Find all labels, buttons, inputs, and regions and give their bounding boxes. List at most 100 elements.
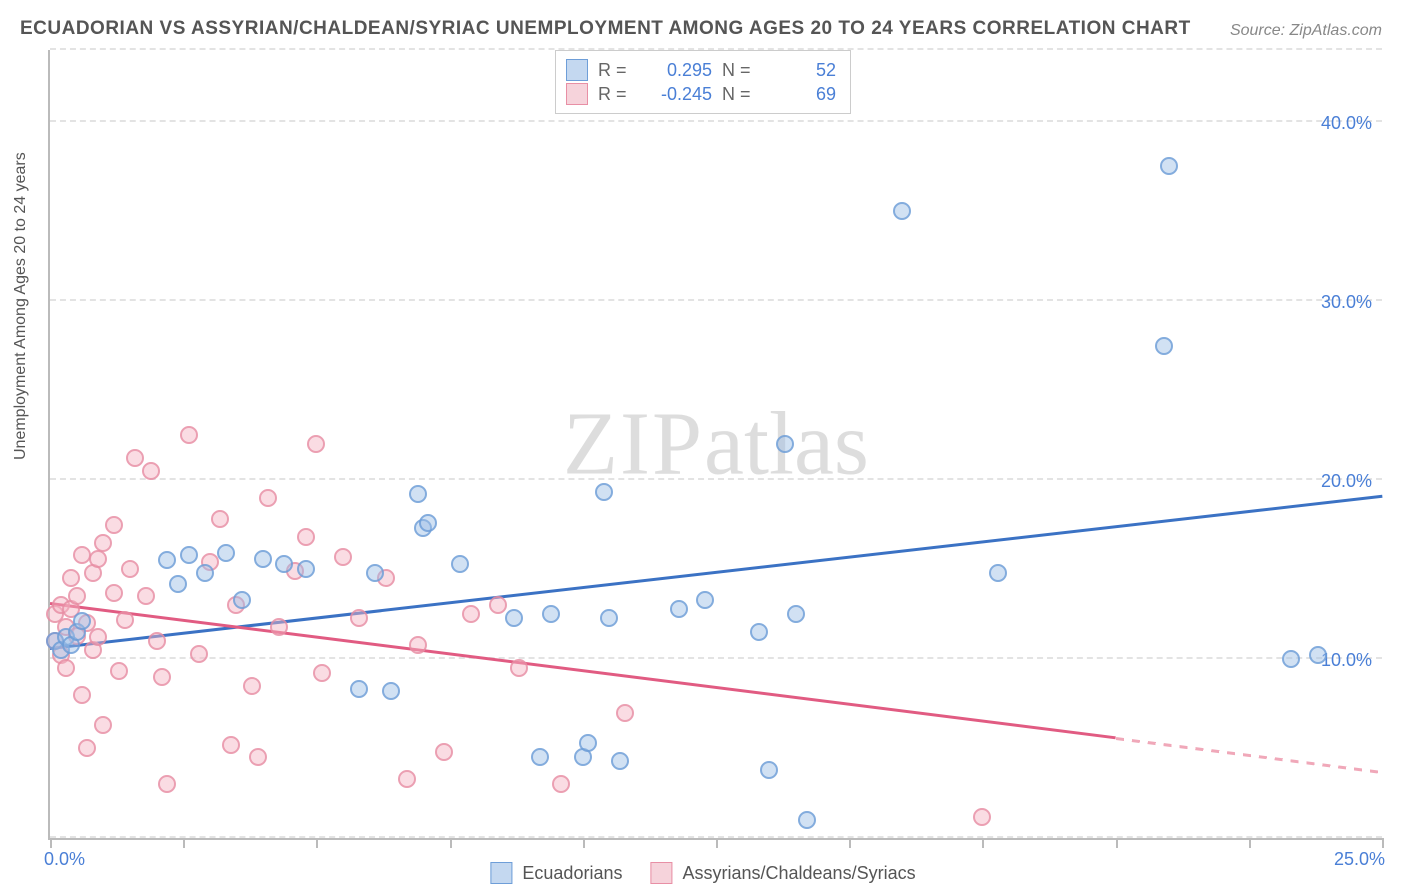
data-point [259,489,277,507]
data-point [1160,157,1178,175]
swatch-blue-icon [490,862,512,884]
data-point [489,596,507,614]
legend-item-ecuadorians: Ecuadorians [490,862,622,884]
data-point [313,664,331,682]
data-point [334,548,352,566]
chart-title: ECUADORIAN VS ASSYRIAN/CHALDEAN/SYRIAC U… [20,18,1191,40]
data-point [1309,646,1327,664]
data-point [169,575,187,593]
data-point [750,623,768,641]
y-axis-tick-label: 30.0% [1321,292,1372,313]
data-point [531,748,549,766]
data-point [409,636,427,654]
x-axis-tick-label: 25.0% [1334,849,1385,870]
data-point [105,584,123,602]
data-point [254,550,272,568]
x-tick [849,838,851,848]
trend-line [1115,737,1382,774]
data-point [398,770,416,788]
data-point [180,546,198,564]
swatch-blue-icon [566,59,588,81]
data-point [137,587,155,605]
swatch-pink-icon [566,83,588,105]
data-point [595,483,613,501]
data-point [1155,337,1173,355]
data-point [153,668,171,686]
data-point [616,704,634,722]
data-point [94,534,112,552]
r-value-pink: -0.245 [642,84,712,105]
x-tick [183,838,185,848]
data-point [542,605,560,623]
data-point [57,659,75,677]
data-point [62,569,80,587]
x-tick [450,838,452,848]
data-point [419,514,437,532]
data-point [600,609,618,627]
data-point [78,739,96,757]
data-point [158,551,176,569]
data-point [1282,650,1300,668]
data-point [270,618,288,636]
x-tick [716,838,718,848]
data-point [552,775,570,793]
y-axis-tick-label: 40.0% [1321,113,1372,134]
data-point [73,686,91,704]
data-point [243,677,261,695]
legend-row-assyrians: R = -0.245 N = 69 [566,83,836,105]
data-point [233,591,251,609]
x-axis-tick-label: 0.0% [44,849,85,870]
data-point [89,628,107,646]
y-axis-tick-label: 10.0% [1321,650,1372,671]
x-tick [1116,838,1118,848]
correlation-legend: R = 0.295 N = 52 R = -0.245 N = 69 [555,50,851,114]
data-point [760,761,778,779]
y-axis-tick-label: 20.0% [1321,471,1372,492]
data-point [307,435,325,453]
data-point [297,528,315,546]
data-point [366,564,384,582]
gridline [50,478,1382,480]
data-point [94,716,112,734]
data-point [989,564,1007,582]
trend-line [50,602,1116,739]
data-point [73,546,91,564]
data-point [409,485,427,503]
data-point [893,202,911,220]
data-point [611,752,629,770]
data-point [73,612,91,630]
data-point [121,560,139,578]
gridline [50,120,1382,122]
data-point [180,426,198,444]
data-point [798,811,816,829]
data-point [196,564,214,582]
x-tick [1249,838,1251,848]
data-point [68,587,86,605]
data-point [696,591,714,609]
data-point [89,550,107,568]
data-point [249,748,267,766]
series-label: Ecuadorians [522,863,622,884]
data-point [116,611,134,629]
data-point [350,680,368,698]
data-point [110,662,128,680]
scatter-plot: ZIPatlas 0.0%25.0%10.0%20.0%30.0%40.0% [48,50,1382,840]
n-label: N = [722,84,756,105]
data-point [105,516,123,534]
data-point [158,775,176,793]
data-point [505,609,523,627]
x-tick [1382,838,1384,848]
x-tick [583,838,585,848]
n-value-blue: 52 [766,60,836,81]
data-point [222,736,240,754]
data-point [670,600,688,618]
n-label: N = [722,60,756,81]
n-value-pink: 69 [766,84,836,105]
data-point [462,605,480,623]
legend-row-ecuadorians: R = 0.295 N = 52 [566,59,836,81]
x-tick [50,838,52,848]
y-axis-label: Unemployment Among Ages 20 to 24 years [12,152,30,460]
gridline [50,299,1382,301]
data-point [190,645,208,663]
data-point [787,605,805,623]
